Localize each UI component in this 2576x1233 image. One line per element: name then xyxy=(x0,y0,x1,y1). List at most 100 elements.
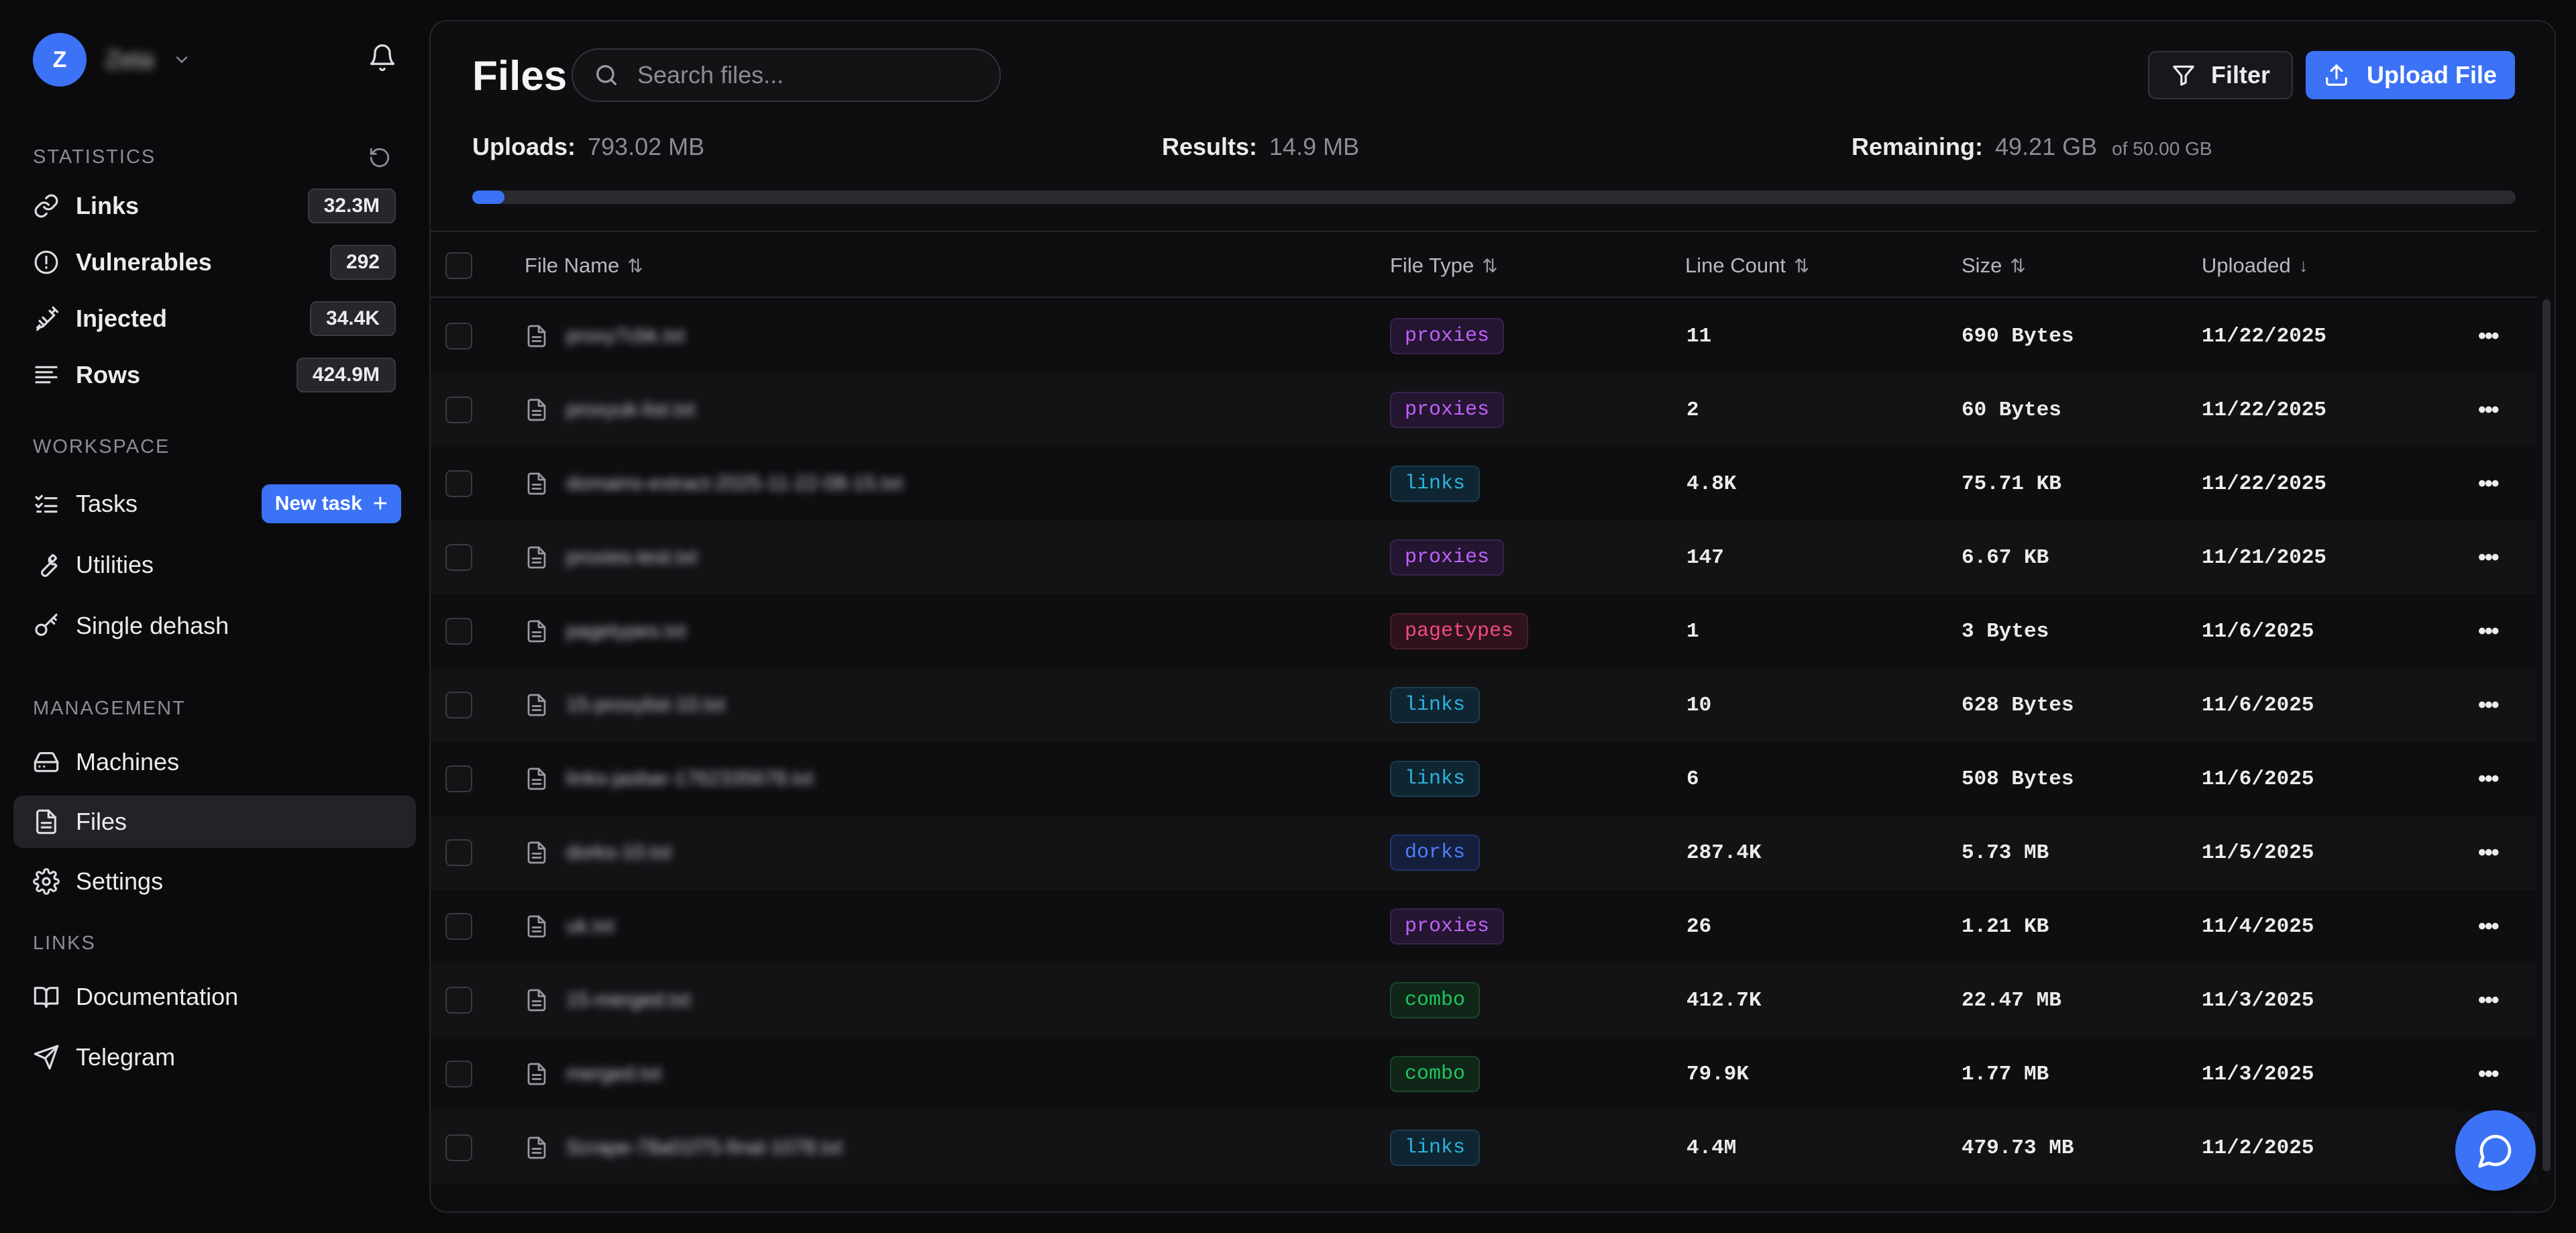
file-name[interactable]: uk.txt xyxy=(566,915,614,937)
more-actions-icon[interactable]: ••• xyxy=(2478,544,2500,570)
row-checkbox[interactable] xyxy=(445,987,472,1014)
file-name[interactable]: proxies-test.txt xyxy=(566,546,698,568)
row-checkbox[interactable] xyxy=(445,470,472,497)
table-row[interactable]: merged.txt combo 79.9K 1.77 MB 11/3/2025 ••• xyxy=(431,1037,2537,1111)
count-badge: 292 xyxy=(329,245,396,280)
refresh-icon[interactable] xyxy=(368,146,391,169)
file-type-badge: dorks xyxy=(1390,835,1481,871)
file-type-badge: pagetypes xyxy=(1390,613,1529,649)
sidebar-item-telegram[interactable]: Telegram xyxy=(13,1031,416,1083)
sidebar-item-rows[interactable]: Rows 424.9M xyxy=(13,349,416,401)
sidebar-item-links[interactable]: Links 32.3M xyxy=(13,180,416,232)
sidebar-item-settings[interactable]: Settings xyxy=(13,855,416,908)
sort-icon[interactable]: ⇅ xyxy=(2010,255,2026,276)
uploaded-date: 11/6/2025 xyxy=(2202,619,2314,643)
sort-icon[interactable]: ⇅ xyxy=(1482,255,1498,276)
sidebar-item-utilities[interactable]: Utilities xyxy=(13,539,416,591)
row-checkbox[interactable] xyxy=(445,839,472,866)
row-checkbox[interactable] xyxy=(445,323,472,350)
row-checkbox[interactable] xyxy=(445,396,472,423)
filter-button[interactable]: Filter xyxy=(2148,51,2293,99)
sort-desc-icon[interactable]: ↓ xyxy=(2298,255,2308,276)
sidebar-item-injected[interactable]: Injected 34.4K xyxy=(13,292,416,345)
column-uploaded[interactable]: Uploaded ↓ xyxy=(2202,232,2308,299)
file-type-badge: combo xyxy=(1390,982,1481,1018)
upload-file-button[interactable]: Upload File xyxy=(2306,51,2515,99)
sort-icon[interactable]: ⇅ xyxy=(627,255,643,276)
more-actions-icon[interactable]: ••• xyxy=(2478,765,2500,792)
table-row[interactable]: uk.txt proxies 26 1.21 KB 11/4/2025 ••• xyxy=(431,890,2537,963)
table-row[interactable]: pagetypes.txt pagetypes 1 3 Bytes 11/6/2025 •… xyxy=(431,594,2537,668)
avatar[interactable]: Z xyxy=(33,33,87,87)
uploaded-date: 11/22/2025 xyxy=(2202,472,2327,496)
sidebar-item-single-dehash[interactable]: Single dehash xyxy=(13,600,416,652)
file-name[interactable]: Scrape-78a01f75-final-1078.txt xyxy=(566,1136,843,1159)
file-name[interactable]: pagetypes.txt xyxy=(566,620,686,642)
table-row[interactable]: dorks-10.txt dorks 287.4K 5.73 MB 11/5/2025 •… xyxy=(431,816,2537,890)
sort-icon[interactable]: ⇅ xyxy=(1793,255,1810,276)
search-input[interactable] xyxy=(637,50,1000,101)
row-checkbox[interactable] xyxy=(445,765,472,792)
table-row[interactable]: Scrape-78a01f75-final-1078.txt links 4.4M 4… xyxy=(431,1111,2537,1185)
table-row[interactable]: domains-extract-2025-11-22-08-15.txt link… xyxy=(431,447,2537,521)
more-actions-icon[interactable]: ••• xyxy=(2478,323,2500,349)
file-icon xyxy=(527,767,546,790)
table-row[interactable]: links-jasbar-1762335678.txt links 6 508 Byt… xyxy=(431,742,2537,816)
sidebar-item-documentation[interactable]: Documentation xyxy=(13,971,416,1023)
more-actions-icon[interactable]: ••• xyxy=(2478,913,2500,939)
column-file-type[interactable]: File Type ⇅ xyxy=(1390,232,1498,299)
column-line-count[interactable]: Line Count ⇅ xyxy=(1685,232,1809,299)
table-row[interactable]: 15-proxylist-10.txt links 10 628 Bytes 11/6/… xyxy=(431,668,2537,742)
user-menu[interactable]: Z Zeta xyxy=(33,33,191,87)
file-icon xyxy=(527,398,546,421)
file-name[interactable]: 15-merged.txt xyxy=(566,989,691,1011)
column-size[interactable]: Size ⇅ xyxy=(1962,232,2026,299)
row-checkbox[interactable] xyxy=(445,618,472,645)
row-checkbox[interactable] xyxy=(445,544,472,571)
select-all-checkbox[interactable] xyxy=(445,252,472,279)
search-box[interactable] xyxy=(572,48,1001,102)
row-checkbox[interactable] xyxy=(445,1134,472,1161)
more-actions-icon[interactable]: ••• xyxy=(2478,839,2500,865)
file-name[interactable]: proxy7cbk.txt xyxy=(566,325,685,347)
more-actions-icon[interactable]: ••• xyxy=(2478,987,2500,1013)
results-value: 14.9 MB xyxy=(1269,133,1360,160)
table-row[interactable]: proxy7cbk.txt proxies 11 690 Bytes 11/22/202… xyxy=(431,299,2537,373)
file-name[interactable]: proxyuk-list.txt xyxy=(566,398,695,421)
new-task-button[interactable]: New task + xyxy=(261,484,401,523)
table-row[interactable]: 15-merged.txt combo 412.7K 22.47 MB 11/3/202… xyxy=(431,963,2537,1037)
links-label: LINKS xyxy=(33,932,96,954)
chat-button[interactable] xyxy=(2455,1110,2536,1191)
sidebar-item-tasks[interactable]: Tasks New task + xyxy=(13,478,416,530)
more-actions-icon[interactable]: ••• xyxy=(2478,1061,2500,1087)
file-name[interactable]: 15-proxylist-10.txt xyxy=(566,694,725,716)
plus-icon: + xyxy=(372,490,388,518)
more-actions-icon[interactable]: ••• xyxy=(2478,396,2500,423)
file-type-badge: combo xyxy=(1390,1056,1481,1092)
sidebar-item-files[interactable]: Files xyxy=(13,796,416,848)
file-name[interactable]: links-jasbar-1762335678.txt xyxy=(566,767,814,790)
table-row[interactable]: proxies-test.txt proxies 147 6.67 KB 11/21/2… xyxy=(431,521,2537,594)
row-checkbox[interactable] xyxy=(445,1061,472,1087)
sidebar-item-vulnerables[interactable]: Vulnerables 292 xyxy=(13,236,416,288)
file-name[interactable]: domains-extract-2025-11-22-08-15.txt xyxy=(566,472,903,494)
more-actions-icon[interactable]: ••• xyxy=(2478,470,2500,496)
row-checkbox[interactable] xyxy=(445,913,472,940)
sidebar-item-machines[interactable]: Machines xyxy=(13,736,416,788)
table-row[interactable]: proxyuk-list.txt proxies 2 60 Bytes 11/22/20… xyxy=(431,373,2537,447)
column-file-name[interactable]: File Name ⇅ xyxy=(525,232,643,299)
bell-icon[interactable] xyxy=(368,43,397,72)
sidebar-item-label: Settings xyxy=(76,867,164,895)
uploaded-date: 11/6/2025 xyxy=(2202,693,2314,717)
sidebar-item-label: Telegram xyxy=(76,1043,176,1071)
sidebar-item-label: Machines xyxy=(76,748,180,775)
more-actions-icon[interactable]: ••• xyxy=(2478,618,2500,644)
chevron-down-icon[interactable] xyxy=(172,50,191,69)
uploads-stat: Uploads: 793.02 MB xyxy=(472,133,704,161)
file-name[interactable]: dorks-10.txt xyxy=(566,841,672,863)
table-scrollbar[interactable] xyxy=(2542,299,2551,1171)
row-checkbox[interactable] xyxy=(445,692,472,718)
more-actions-icon[interactable]: ••• xyxy=(2478,692,2500,718)
file-name[interactable]: merged.txt xyxy=(566,1063,661,1085)
scrollbar-thumb[interactable] xyxy=(2542,299,2551,1171)
